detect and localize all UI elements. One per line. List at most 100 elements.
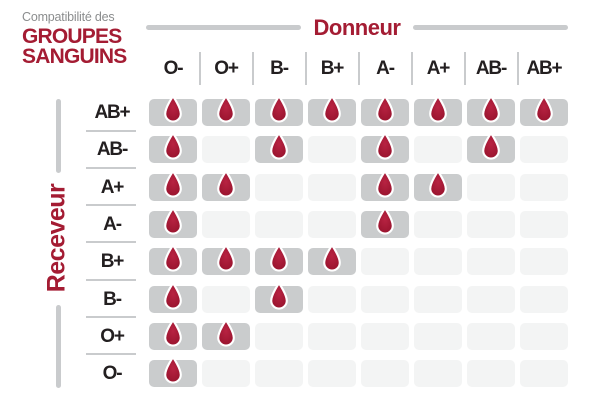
- cell-receiver-A+-donor-B-: [255, 173, 303, 201]
- blood-drop-icon: [429, 169, 447, 198]
- blood-drop-icon: [217, 318, 235, 347]
- cell-receiver-O+-donor-O+: [202, 318, 250, 350]
- blood-drop-icon: [164, 281, 182, 310]
- matrix-row-A+: [149, 169, 568, 201]
- cell-receiver-AB--donor-AB+: [520, 136, 568, 164]
- blood-drop-icon: [164, 318, 182, 347]
- cell-receiver-B+-donor-A+: [414, 248, 462, 276]
- cell-receiver-B--donor-AB-: [467, 285, 515, 313]
- column-header-O-: O-: [163, 57, 184, 79]
- cell-receiver-AB+-donor-O+: [202, 95, 250, 126]
- cell-receiver-O--donor-O-: [149, 356, 197, 388]
- cell-receiver-O+-donor-AB-: [467, 322, 515, 350]
- row-separator: [86, 241, 136, 244]
- cell-receiver-B+-donor-B-: [255, 244, 303, 276]
- cell-receiver-B--donor-B-: [255, 281, 303, 313]
- cell-receiver-AB--donor-AB-: [467, 132, 515, 164]
- cell-receiver-B--donor-A-: [361, 285, 409, 313]
- matrix-row-AB-: [149, 132, 568, 164]
- compatibility-matrix: [149, 95, 573, 389]
- cell-receiver-A+-donor-A-: [361, 169, 409, 201]
- column-separator: [410, 52, 413, 85]
- column-header-B+: B+: [320, 57, 345, 79]
- cell-receiver-O--donor-A-: [361, 360, 409, 388]
- cell-receiver-B+-donor-AB-: [467, 248, 515, 276]
- cell-receiver-O--donor-B-: [255, 360, 303, 388]
- blood-drop-icon: [270, 132, 288, 160]
- cell-receiver-O+-donor-A+: [414, 322, 462, 350]
- row-separator: [86, 316, 136, 318]
- cell-receiver-A+-donor-A+: [414, 169, 462, 201]
- cell-receiver-A+-donor-AB+: [520, 173, 568, 201]
- blood-drop-icon: [217, 169, 235, 198]
- blood-drop-icon: [270, 95, 288, 123]
- row-separator: [86, 353, 136, 356]
- column-separator: [304, 52, 307, 85]
- cell-receiver-AB--donor-A+: [414, 136, 462, 164]
- cell-receiver-O--donor-A+: [414, 360, 462, 388]
- cell-receiver-B+-donor-O-: [149, 244, 197, 276]
- row-label-AB+: AB+: [94, 102, 131, 123]
- blood-drop-icon: [535, 95, 553, 123]
- cell-receiver-B--donor-A+: [414, 285, 462, 313]
- column-header-O+: O+: [214, 57, 239, 79]
- row-label-A+: A+: [100, 176, 125, 198]
- matrix-row-AB+: [149, 95, 568, 126]
- cell-receiver-A--donor-AB+: [520, 210, 568, 238]
- matrix-row-O+: [149, 318, 568, 350]
- row-separator: [86, 278, 136, 281]
- cell-receiver-B--donor-O-: [149, 281, 197, 313]
- cell-receiver-A--donor-A+: [414, 210, 462, 238]
- column-header-B-: B-: [270, 57, 289, 79]
- donor-axis-header: Donneur: [146, 15, 569, 40]
- cell-receiver-A+-donor-AB-: [467, 173, 515, 201]
- blood-drop-icon: [217, 95, 235, 123]
- row-label-O+: O+: [100, 325, 125, 347]
- matrix-row-B-: [149, 281, 568, 313]
- cell-receiver-AB--donor-B-: [255, 132, 303, 164]
- row-separator: [86, 204, 136, 207]
- column-separator: [516, 52, 519, 85]
- cell-receiver-A--donor-O-: [149, 207, 197, 238]
- cell-receiver-A+-donor-O-: [149, 169, 197, 201]
- cell-receiver-O--donor-B+: [308, 360, 356, 388]
- cell-receiver-AB--donor-O-: [149, 132, 197, 164]
- donor-axis-line-right: [413, 25, 569, 30]
- blood-drop-icon: [164, 169, 182, 198]
- column-separator: [463, 52, 466, 85]
- cell-receiver-A--donor-O+: [202, 210, 250, 238]
- cell-receiver-B--donor-O+: [202, 285, 250, 313]
- cell-receiver-AB+-donor-B-: [255, 95, 303, 126]
- blood-drop-icon: [323, 244, 341, 272]
- cell-receiver-A--donor-B-: [255, 210, 303, 238]
- row-label-AB-: AB-: [96, 139, 128, 161]
- column-header-A-: A-: [376, 57, 395, 79]
- cell-receiver-O+-donor-A-: [361, 322, 409, 350]
- cell-receiver-B+-donor-B+: [308, 244, 356, 276]
- cell-receiver-B+-donor-AB+: [520, 248, 568, 276]
- chart-title: Compatibilité des GROUPES SANGUINS: [22, 10, 127, 66]
- cell-receiver-AB+-donor-B+: [308, 95, 356, 126]
- cell-receiver-AB+-donor-A-: [361, 95, 409, 126]
- donor-column-headers: O- O+ B- B+ A- A+ AB- AB+: [149, 51, 573, 86]
- cell-receiver-AB+-donor-AB-: [467, 95, 515, 126]
- column-header-A+: A+: [426, 57, 451, 79]
- cell-receiver-AB+-donor-O-: [149, 95, 197, 126]
- cell-receiver-A+-donor-O+: [202, 169, 250, 201]
- column-header-AB+: AB+: [526, 57, 563, 79]
- matrix-row-A-: [149, 207, 568, 238]
- blood-drop-icon: [429, 95, 447, 123]
- row-separator: [86, 166, 136, 169]
- cell-receiver-AB--donor-O+: [202, 136, 250, 164]
- blood-drop-icon: [270, 281, 288, 310]
- column-separator: [198, 52, 201, 85]
- matrix-row-B+: [149, 244, 568, 276]
- chart-title-line1: GROUPES: [22, 25, 122, 48]
- blood-drop-icon: [376, 132, 394, 160]
- cell-receiver-O+-donor-B+: [308, 322, 356, 350]
- cell-receiver-A+-donor-B+: [308, 173, 356, 201]
- cell-receiver-B--donor-AB+: [520, 285, 568, 313]
- cell-receiver-O+-donor-O-: [149, 318, 197, 350]
- cell-receiver-AB--donor-A-: [361, 132, 409, 164]
